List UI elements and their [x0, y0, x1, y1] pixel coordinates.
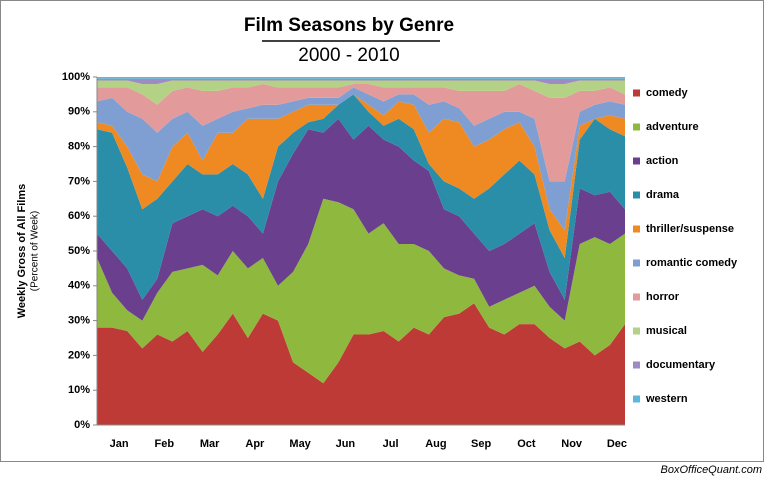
y-tick-label: 90% [68, 106, 90, 118]
legend-label: western [645, 393, 688, 405]
x-tick-label: Jul [383, 438, 399, 450]
y-axis-title: Weekly Gross of All Films [16, 184, 28, 319]
legend-swatch [633, 259, 640, 267]
legend-label: comedy [646, 87, 688, 99]
chart-subtitle: 2000 - 2010 [298, 45, 399, 66]
legend-swatch [633, 293, 640, 301]
y-tick-label: 0% [74, 419, 90, 431]
legend-label: romantic comedy [646, 257, 738, 269]
x-tick-label: Oct [517, 438, 536, 450]
area [97, 118, 625, 321]
area [97, 198, 625, 384]
y-tick-label: 30% [68, 315, 90, 327]
footer: BoxOfficeQuant.com [661, 464, 763, 476]
y-tick-label: 70% [68, 175, 90, 187]
y-axis-subtitle: (Percent of Week) [30, 211, 41, 291]
legend-label: musical [646, 325, 687, 337]
area [97, 94, 625, 259]
legend-label: drama [646, 189, 680, 201]
x-tick-label: Jun [336, 438, 356, 450]
legend-label: documentary [646, 359, 716, 371]
legend-swatch [633, 89, 640, 97]
y-tick-label: 100% [62, 71, 90, 83]
legend-swatch [633, 157, 640, 165]
x-tick-label: Sep [471, 438, 491, 450]
y-tick-label: 20% [68, 349, 90, 361]
y-tick-label: 10% [68, 384, 90, 396]
area [97, 77, 625, 79]
area [97, 87, 625, 231]
area [97, 78, 625, 84]
area [97, 80, 625, 105]
axes: 0% 10% 20% 30% 40% 50% 60% 70% 80% 90% 100% Jan Feb M… [62, 71, 627, 450]
legend-swatch [633, 123, 640, 131]
x-tick-label: Mar [200, 438, 220, 450]
y-tick-label: 60% [68, 210, 90, 222]
legend-swatch [633, 225, 640, 233]
y-tick-label: 50% [68, 245, 90, 257]
x-tick-label: Jan [110, 438, 129, 450]
area [97, 303, 625, 425]
legend: comedy adventure action drama thriller/suspe… [633, 87, 738, 405]
y-tick-label: 40% [68, 280, 90, 292]
plot-area [97, 77, 625, 425]
y-tick-label: 80% [68, 141, 90, 153]
legend-swatch [633, 327, 640, 335]
x-tick-label: Aug [425, 438, 446, 450]
x-tick-label: Feb [155, 438, 175, 450]
x-tick-label: Nov [561, 438, 583, 450]
chart-title: Film Seasons by Genre [244, 15, 454, 36]
legend-label: adventure [646, 121, 699, 133]
legend-label: horror [646, 291, 680, 303]
x-tick-label: Dec [607, 438, 627, 450]
legend-swatch [633, 361, 640, 369]
legend-swatch [633, 395, 640, 403]
area [97, 84, 625, 182]
legend-swatch [633, 191, 640, 199]
legend-label: thriller/suspense [646, 223, 734, 235]
x-tick-label: Apr [245, 438, 265, 450]
legend-label: action [646, 155, 679, 167]
x-tick-label: May [289, 438, 311, 450]
area [97, 94, 625, 300]
